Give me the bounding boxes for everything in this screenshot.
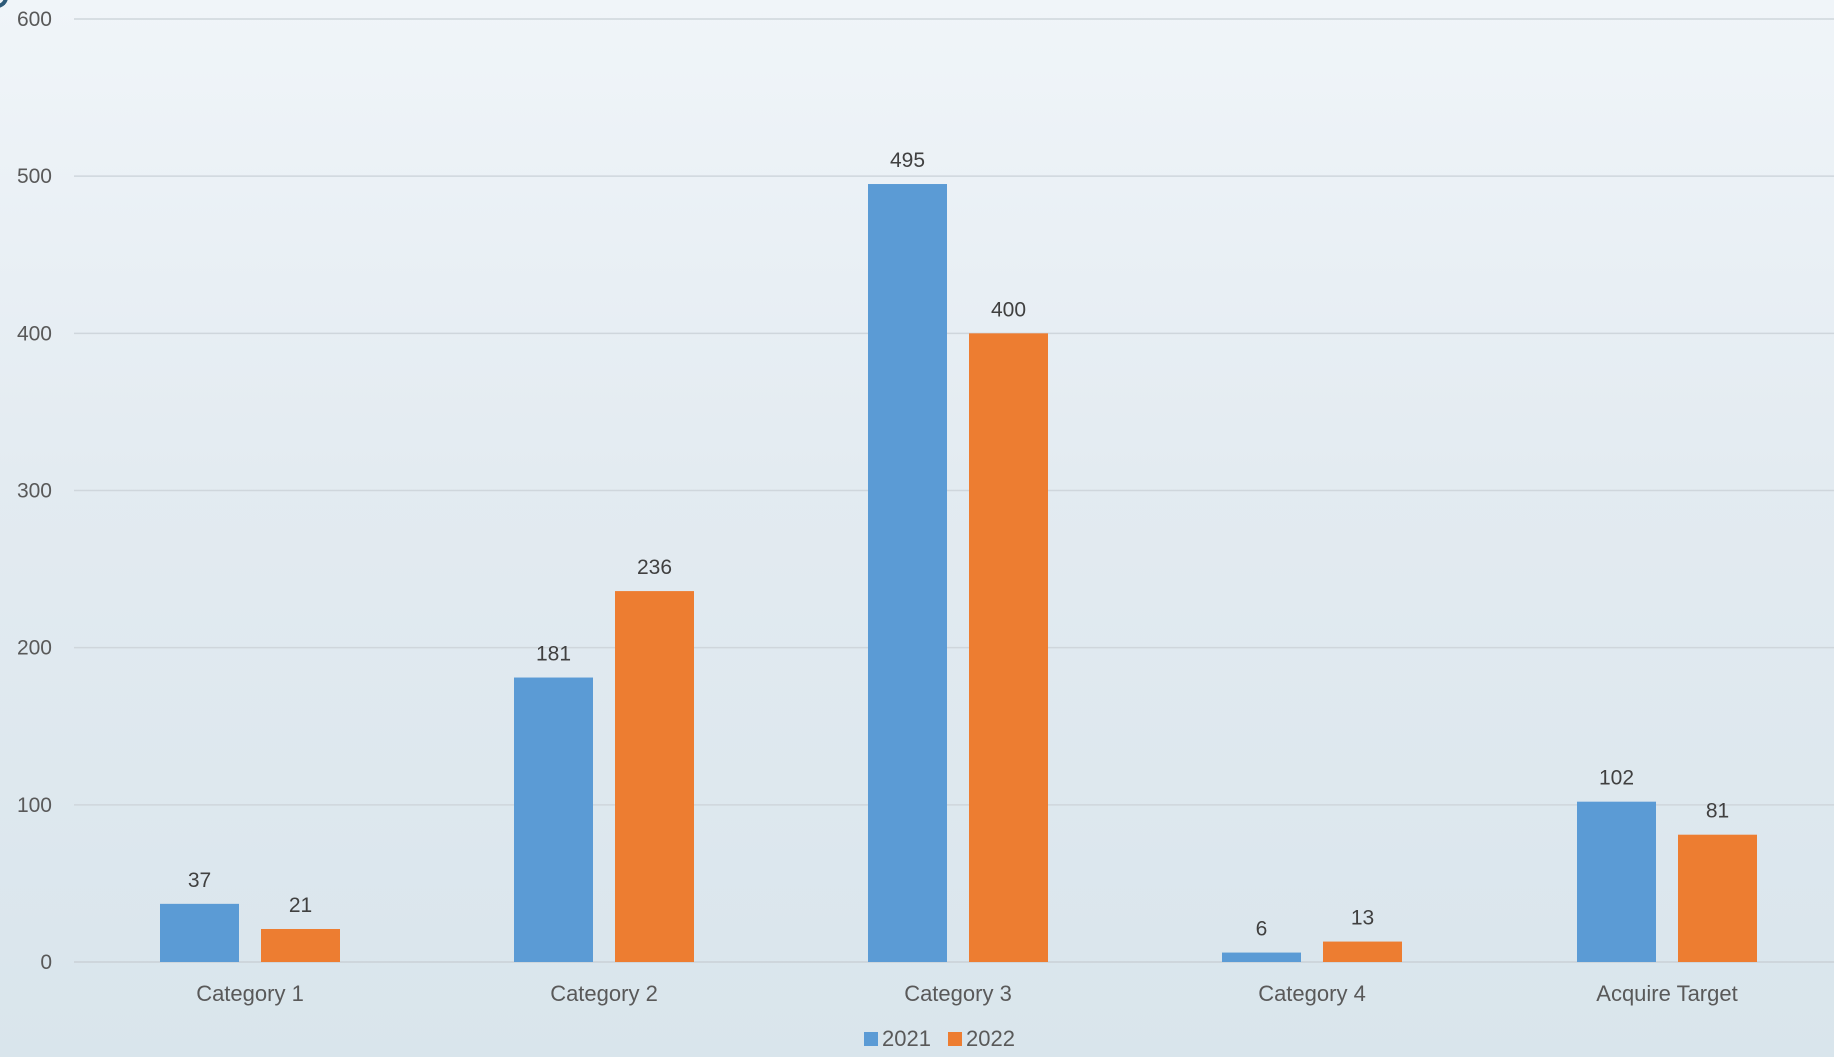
bar-2022-0 [261, 928, 340, 962]
x-tick-label: Category 3 [904, 981, 1012, 1006]
x-tick-label: Category 1 [196, 981, 304, 1006]
y-tick-label: 500 [17, 165, 52, 188]
data-labels: 37 21 181 236 495 400 6 13 102 81 [188, 149, 1729, 941]
bar-2021-2 [868, 184, 947, 962]
x-tick-label: Category 2 [550, 981, 658, 1006]
data-label: 181 [536, 643, 571, 666]
x-tick-label: Acquire Target [1596, 981, 1737, 1006]
bar-2022-4 [1678, 834, 1757, 962]
bars [160, 184, 1757, 962]
y-tick-label: 100 [17, 794, 52, 817]
y-axis-ticks: 0 100 200 300 400 500 600 [17, 8, 52, 974]
x-tick-label: Category 4 [1258, 981, 1366, 1006]
legend-label: 2021 [882, 1026, 931, 1051]
y-tick-label: 400 [17, 322, 52, 345]
data-label: 102 [1599, 767, 1634, 790]
legend-item-2021[interactable]: 2021 [864, 1026, 931, 1051]
bar-2022-1 [615, 591, 694, 962]
data-label: 6 [1256, 918, 1268, 941]
data-label: 81 [1706, 800, 1729, 823]
data-label: 37 [188, 869, 211, 892]
legend-label: 2022 [966, 1026, 1015, 1051]
y-tick-label: 200 [17, 637, 52, 660]
data-label: 13 [1351, 907, 1374, 930]
gridlines [74, 18, 1834, 963]
x-axis-ticks: Category 1 Category 2 Category 3 Category 4… [196, 981, 1738, 1006]
y-tick-label: 0 [40, 951, 52, 974]
legend[interactable]: 2021 2022 [864, 1026, 1015, 1051]
data-label: 400 [991, 298, 1026, 321]
data-label: 236 [637, 556, 672, 579]
bar-2022-3 [1323, 941, 1402, 962]
legend-swatch [948, 1032, 962, 1046]
bar-2021-4 [1577, 801, 1656, 962]
y-tick-label: 600 [17, 8, 52, 31]
legend-swatch [864, 1032, 878, 1046]
data-label: 495 [890, 149, 925, 172]
bar-2021-0 [160, 903, 239, 962]
data-label: 21 [289, 894, 312, 917]
y-tick-label: 300 [17, 480, 52, 503]
bar-2022-2 [969, 333, 1048, 962]
bar-2021-3 [1222, 952, 1301, 962]
legend-item-2022[interactable]: 2022 [948, 1026, 1015, 1051]
bar-2021-1 [514, 677, 593, 962]
